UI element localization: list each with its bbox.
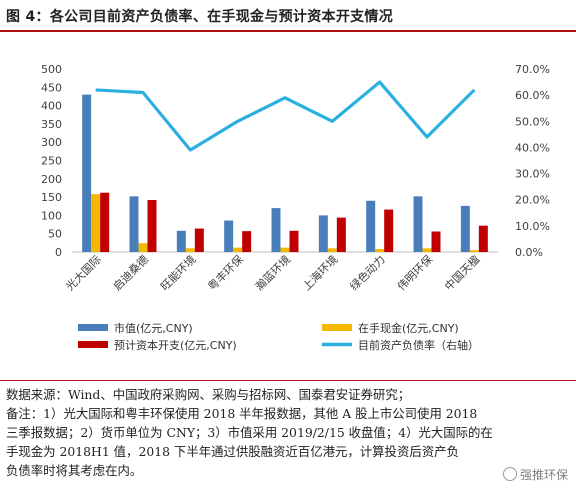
bar [242,231,252,252]
notes-source: 数据来源：Wind、中国政府采购网、采购与招标网、国泰君安证券研究； [6,387,411,402]
right-tick-label: 30.0% [515,168,550,181]
bar [336,217,346,252]
chart-legend: 市值(亿元,CNY) 在手现金(亿元,CNY) 预计资本开支(亿元,CNY) 目前资产… [78,321,479,352]
bar [91,194,101,252]
bar [194,228,204,252]
legend-swatch [78,341,108,348]
bar [375,249,385,252]
bar [82,94,92,252]
line-series [95,80,476,152]
notes-line-4: 负债率时将其考虑在内。 [6,463,143,478]
bar [224,220,234,252]
notes-line-2: 三季报数据；2）货币单位为 CNY；3）市值采用 2019/2/15 收盘值；4… [6,425,493,440]
notes-line-1: 备注：1）光大国际和粤丰环保使用 2018 半年报数据，其他 A 股上市公司使用… [6,406,478,421]
bar [100,192,110,252]
bar [478,225,488,252]
bar [469,250,479,252]
right-axis-ticks: 0.0% 10.0% 20.0% 30.0% 40.0% 50.0% 60.0% 70.0% [515,63,550,259]
legend-label: 在手现金(亿元,CNY) [358,321,459,335]
legend-swatch [322,324,352,331]
left-tick-label: 500 [41,63,62,76]
watermark: 强推环保 [502,466,568,483]
bar [176,230,186,252]
debt-ratio-line [95,80,476,152]
bar [384,209,394,252]
right-tick-label: 70.0% [515,63,550,76]
bar [280,247,290,252]
left-tick-label: 0 [55,246,62,259]
left-axis-ticks: 0 50 100 150 200 250 300 350 400 450 500 [41,63,62,259]
category-label: 光大国际 [63,252,104,293]
legend-label: 目前资产负债率（右轴） [358,338,479,352]
notes-block: 数据来源：Wind、中国政府采购网、采购与招标网、国泰君安证券研究； 备注：1）… [6,385,572,480]
bar [318,215,328,252]
bar-series [82,94,488,252]
wechat-icon [502,467,517,481]
left-tick-label: 200 [41,173,62,186]
left-tick-label: 300 [41,136,62,149]
legend-label: 预计资本开支(亿元,CNY) [114,338,237,352]
notes-divider [0,380,576,381]
category-label: 启迪桑德 [110,252,151,293]
bar [327,248,337,252]
combo-chart: 0 50 100 150 200 250 300 350 400 450 500 0.0% 10.0%… [41,63,550,352]
bar [413,196,423,252]
figure-title: 图 4：各公司目前资产负债率、在手现金与预计资本开支情况 [6,9,394,25]
category-label: 绿色动力 [347,252,388,293]
legend-swatch [78,324,108,331]
title-divider [0,30,576,32]
bar [366,200,376,252]
right-tick-label: 50.0% [515,115,550,128]
bar [233,247,243,252]
left-tick-label: 400 [41,100,62,113]
bar [147,200,157,252]
left-tick-label: 50 [48,228,62,241]
bar [185,248,195,252]
category-label: 旺能环境 [157,252,198,293]
bar [422,248,432,252]
bar [129,196,139,252]
left-tick-label: 250 [41,155,62,168]
category-labels: 光大国际 启迪桑德 旺能环境 粤丰环保 瀚蓝环境 上海环境 绿色动力 伟明环保 中国天楹 [63,252,483,293]
bar [138,243,148,252]
legend-label: 市值(亿元,CNY) [114,321,193,335]
notes-line-3: 手现金为 2018H1 值，2018 下半年通过供股融资近百亿港元，计算投资后资… [6,444,459,459]
right-tick-label: 40.0% [515,141,550,154]
category-label: 上海环境 [299,252,340,293]
bar [460,205,470,252]
category-label: 瀚蓝环境 [252,252,293,293]
category-label: 粤丰环保 [205,252,246,293]
category-label: 伟明环保 [394,252,435,293]
bar [289,230,299,252]
right-tick-label: 0.0% [515,246,543,259]
left-tick-label: 350 [41,118,62,131]
watermark-text: 强推环保 [519,468,568,482]
left-tick-label: 150 [41,191,62,204]
category-label: 中国天楹 [441,252,482,293]
bar [271,208,281,252]
left-tick-label: 100 [41,209,62,222]
bar [431,231,441,252]
right-tick-label: 60.0% [515,89,550,102]
left-tick-label: 450 [41,81,62,94]
right-tick-label: 10.0% [515,220,550,233]
right-tick-label: 20.0% [515,194,550,207]
